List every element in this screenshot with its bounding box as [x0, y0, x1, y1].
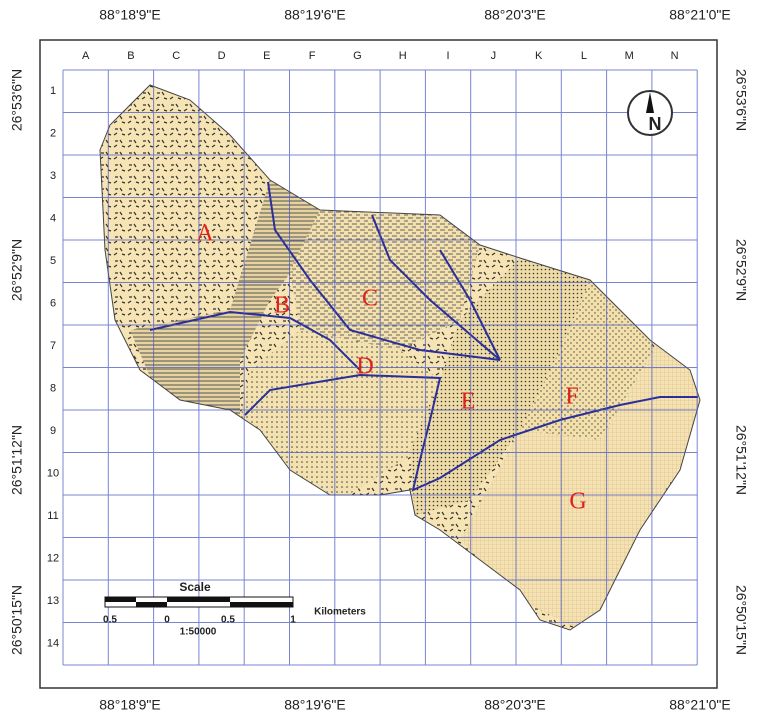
- column-label: E: [263, 50, 270, 62]
- zone-label: G: [569, 489, 586, 515]
- scale-unit: Kilometers: [314, 607, 366, 618]
- bottom-coordinate: 88°21'0"E: [669, 697, 731, 713]
- row-label: 7: [50, 340, 56, 352]
- top-coordinate: 88°19'6"E: [284, 7, 346, 23]
- right-coordinate: 26°52'9"N: [733, 239, 749, 301]
- row-label: 3: [50, 170, 56, 182]
- column-label: F: [309, 50, 316, 62]
- column-label: G: [353, 50, 362, 62]
- left-coordinate: 26°50'15"N: [9, 585, 25, 655]
- column-label: N: [671, 50, 679, 62]
- right-coordinate: 26°50'15"N: [733, 585, 749, 655]
- bottom-coordinate: 88°19'6"E: [284, 697, 346, 713]
- right-coordinate: 26°53'6"N: [733, 69, 749, 131]
- top-coordinate: 88°18'9"E: [99, 7, 161, 23]
- column-label: J: [491, 50, 497, 62]
- row-label: 9: [50, 425, 56, 437]
- left-coordinate: 26°51'12"N: [9, 425, 25, 495]
- column-label: M: [625, 50, 634, 62]
- bottom-coordinate: 88°20'3"E: [484, 697, 546, 713]
- top-coordinate: 88°21'0"E: [669, 7, 731, 23]
- column-label: B: [127, 50, 134, 62]
- row-label: 11: [47, 510, 58, 522]
- column-label: H: [399, 50, 407, 62]
- row-label: 5: [50, 255, 56, 267]
- right-coordinate: 26°51'12"N: [733, 425, 749, 495]
- column-label: L: [581, 50, 587, 62]
- scale-tick-label: 0: [164, 615, 170, 626]
- zone-label: A: [196, 221, 214, 247]
- column-label: K: [535, 50, 543, 62]
- row-label: 6: [50, 298, 56, 310]
- column-label: I: [447, 50, 450, 62]
- row-label: 2: [50, 128, 56, 140]
- row-label: 8: [50, 383, 56, 395]
- left-coordinate: 26°52'9"N: [9, 239, 25, 301]
- scale-tick-label: 0.5: [221, 615, 235, 626]
- zone-label: C: [362, 286, 378, 312]
- scale-tick-label: 0.5: [103, 615, 117, 626]
- map: ABCDEFGHIJKLMN123456789101112131488°18'9…: [0, 0, 759, 722]
- column-label: C: [172, 50, 180, 62]
- zone-label: E: [461, 389, 476, 415]
- row-label: 10: [47, 468, 59, 480]
- zone-label: F: [565, 384, 578, 410]
- left-coordinate: 26°53'6"N: [9, 69, 25, 131]
- column-label: D: [218, 50, 226, 62]
- scale-title: Scale: [179, 580, 211, 594]
- row-label: 12: [47, 553, 59, 565]
- row-label: 13: [47, 595, 59, 607]
- north-label: N: [649, 114, 662, 134]
- top-coordinate: 88°20'3"E: [484, 7, 546, 23]
- scale-tick-label: 1: [290, 615, 296, 626]
- row-label: 14: [47, 638, 59, 650]
- row-label: 4: [50, 213, 56, 225]
- row-label: 1: [50, 85, 56, 97]
- zone-label: D: [356, 354, 373, 380]
- zone-label: B: [274, 293, 290, 319]
- scale-bar: [105, 597, 293, 607]
- bottom-coordinate: 88°18'9"E: [99, 697, 161, 713]
- scale-ratio: 1:50000: [180, 627, 217, 638]
- column-label: A: [82, 50, 90, 62]
